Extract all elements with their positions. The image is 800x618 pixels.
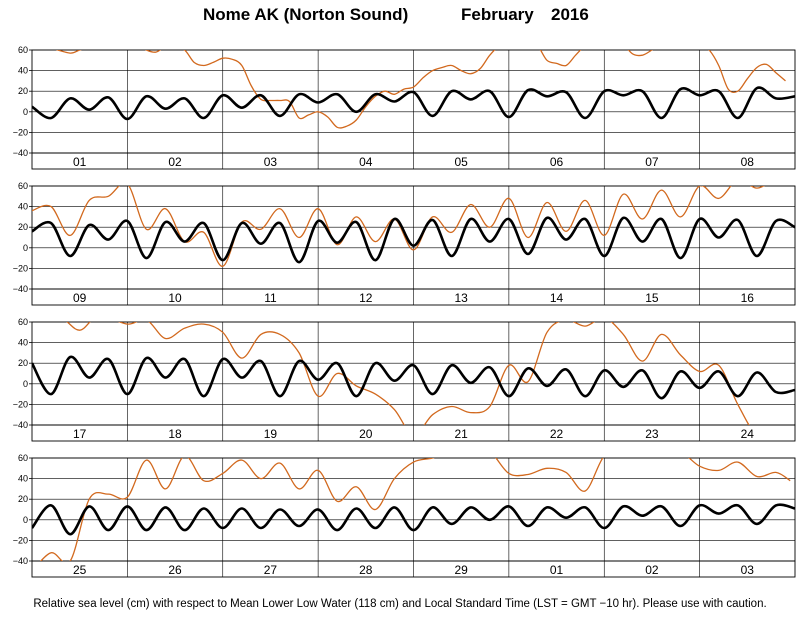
chart-panel-1: 60 40 20 0 −20 −40 01 02 03 04 05 06 07 08 <box>13 45 796 170</box>
day-label: 16 <box>741 291 755 305</box>
day-label: 25 <box>73 563 87 577</box>
day-label: 02 <box>645 563 659 577</box>
y-tick-label: 20 <box>18 86 28 96</box>
y-tick-label: −40 <box>13 420 28 430</box>
day-label: 28 <box>359 563 373 577</box>
day-label: 03 <box>741 563 755 577</box>
observed-sea-level-line <box>32 186 766 267</box>
observed-sea-level-line <box>55 50 786 129</box>
y-tick-label: −40 <box>13 148 28 158</box>
y-tick-label: 0 <box>23 515 28 525</box>
y-tick-label: −20 <box>13 535 28 545</box>
month-label: February <box>461 5 534 24</box>
year-label: 2016 <box>551 5 589 24</box>
y-tick-label: 60 <box>18 453 28 463</box>
day-label: 04 <box>359 155 373 169</box>
day-label: 23 <box>645 427 659 441</box>
day-label: 03 <box>264 155 278 169</box>
day-label: 05 <box>455 155 469 169</box>
y-tick-label: 60 <box>18 181 28 191</box>
day-label: 12 <box>359 291 373 305</box>
y-tick-label: 40 <box>18 474 28 484</box>
predicted-tide-line <box>32 216 795 264</box>
day-label: 29 <box>455 563 469 577</box>
y-tick-label: 0 <box>23 379 28 389</box>
day-label: 07 <box>645 155 659 169</box>
day-label: 08 <box>741 155 755 169</box>
day-label: 27 <box>264 563 278 577</box>
day-label: 13 <box>455 291 469 305</box>
y-tick-label: −40 <box>13 284 28 294</box>
day-label: 19 <box>264 427 278 441</box>
chart-panel-2: 60 40 20 0 −20 −40 09 10 11 12 13 14 15 16 <box>13 181 796 306</box>
day-label: 17 <box>73 427 87 441</box>
predicted-tide-line <box>32 503 795 536</box>
observed-sea-level-line <box>39 458 791 561</box>
y-tick-label: −20 <box>13 263 28 273</box>
y-tick-label: −20 <box>13 399 28 409</box>
observed-sea-level-line <box>66 322 750 425</box>
day-band <box>31 288 796 306</box>
day-label: 02 <box>168 155 182 169</box>
station-name: Nome AK (Norton Sound) <box>203 5 409 24</box>
y-tick-label: 60 <box>18 45 28 55</box>
day-label: 18 <box>168 427 182 441</box>
day-label: 22 <box>550 427 564 441</box>
day-label: 14 <box>550 291 564 305</box>
y-tick-label: −40 <box>13 556 28 566</box>
day-label: 09 <box>73 291 87 305</box>
y-tick-label: 0 <box>23 107 28 117</box>
y-tick-label: −20 <box>13 127 28 137</box>
day-label: 21 <box>455 427 469 441</box>
day-label: 01 <box>550 563 564 577</box>
predicted-tide-line <box>32 355 795 400</box>
day-label: 11 <box>264 291 277 305</box>
day-band <box>31 560 796 578</box>
day-label: 20 <box>359 427 373 441</box>
y-tick-label: 20 <box>18 222 28 232</box>
chart-panel-4: 60 40 20 0 −20 −40 25 26 27 28 29 01 02 03 <box>13 453 796 578</box>
day-band <box>31 152 796 170</box>
y-tick-label: 20 <box>18 494 28 504</box>
chart-panel-3: 60 40 20 0 −20 −40 17 18 19 20 21 22 23 24 <box>13 317 796 442</box>
day-label: 24 <box>741 427 755 441</box>
chart-title: Nome AK (Norton Sound) February 2016 <box>0 5 800 29</box>
y-tick-label: 20 <box>18 358 28 368</box>
day-label: 10 <box>168 291 182 305</box>
day-label: 06 <box>550 155 564 169</box>
predicted-tide-line <box>32 86 795 121</box>
day-label: 01 <box>73 155 87 169</box>
y-tick-label: 60 <box>18 317 28 327</box>
day-band <box>31 424 796 442</box>
y-tick-label: 40 <box>18 338 28 348</box>
day-label: 26 <box>168 563 182 577</box>
y-tick-label: 40 <box>18 66 28 76</box>
day-label: 15 <box>645 291 659 305</box>
y-tick-label: 40 <box>18 202 28 212</box>
footer-note: Relative sea level (cm) with respect to … <box>33 598 767 610</box>
y-tick-label: 0 <box>23 243 28 253</box>
